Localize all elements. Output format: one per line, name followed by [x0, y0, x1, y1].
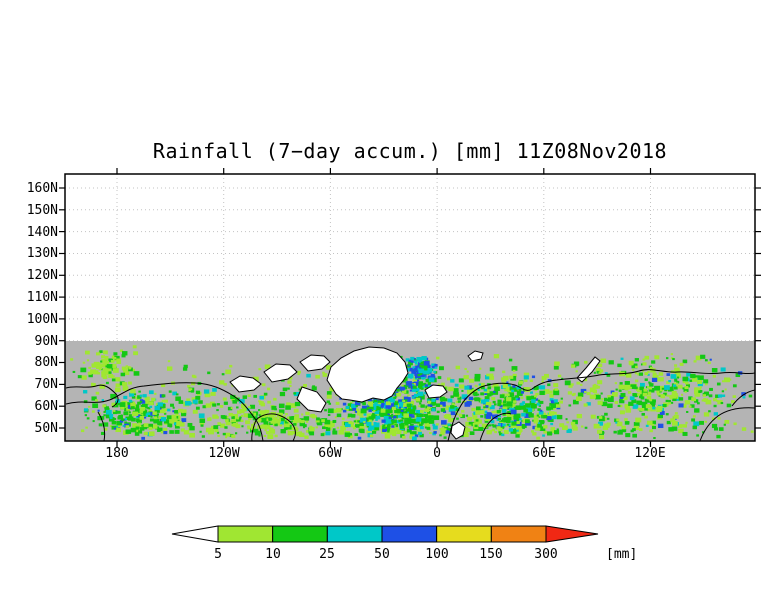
x-tick-label: 180	[105, 446, 128, 461]
coastline-svalbard	[467, 350, 484, 362]
y-tick-label: 50N	[35, 421, 58, 436]
colorbar-label: 100	[425, 547, 448, 562]
y-axis-labels: 160N 150N 140N 130N 120N 110N 100N 90N 8…	[27, 181, 58, 436]
coastline-okhotsk	[699, 389, 755, 441]
y-tick-label: 100N	[27, 312, 58, 327]
y-tick-label: 130N	[27, 246, 58, 261]
coastline-greenland	[326, 346, 409, 403]
y-tick-label: 160N	[27, 181, 58, 196]
colorbar-label: 10	[265, 547, 281, 562]
colorbar-segments	[217, 525, 547, 543]
colorbar-units-label: [mm]	[606, 547, 637, 562]
y-tick-label: 140N	[27, 225, 58, 240]
plot-border	[64, 173, 756, 442]
colorbar-above-max-arrow	[545, 525, 599, 543]
colorbar: 5 10 25 50 100 150 300 [mm]	[171, 525, 637, 562]
coastline-iceland	[424, 384, 448, 399]
x-axis-labels: 180 120W 60W 0 60E 120E	[105, 446, 665, 461]
x-tick-label: 60W	[318, 446, 342, 461]
plot-title: Rainfall (7−day accum.) [mm] 11Z08Nov201…	[153, 139, 667, 163]
coastline-eurasia	[447, 369, 755, 441]
coastline-baffin-island	[296, 386, 327, 413]
y-tick-label: 60N	[35, 399, 58, 414]
colorbar-label: 50	[374, 547, 390, 562]
x-tick-label: 120W	[208, 446, 239, 461]
axis-ticks	[59, 168, 761, 447]
coastline-baltic	[479, 412, 512, 441]
y-tick-label: 110N	[27, 290, 58, 305]
colorbar-units: [mm]	[606, 547, 637, 562]
coastline-kamchatka	[97, 411, 106, 441]
y-tick-label: 150N	[27, 203, 58, 218]
coastline-uk	[450, 421, 466, 440]
colorbar-label: 150	[479, 547, 502, 562]
x-tick-label: 0	[433, 446, 441, 461]
colorbar-label: 300	[534, 547, 557, 562]
y-tick-label: 90N	[35, 334, 58, 349]
colorbar-label: 25	[319, 547, 335, 562]
coastline-novaya-zemlya	[576, 356, 601, 383]
x-tick-label: 120E	[634, 446, 665, 461]
colorbar-label: 5	[214, 547, 222, 562]
y-tick-label: 70N	[35, 377, 58, 392]
coastline-hudson-bay	[251, 413, 296, 441]
coastlines	[65, 346, 755, 441]
coastline-canadian-arctic-island	[263, 363, 298, 383]
y-tick-label: 120N	[27, 268, 58, 283]
colorbar-labels: 5 10 25 50 100 150 300	[214, 547, 558, 562]
x-tick-label: 60E	[532, 446, 555, 461]
coastline-ellesmere-island	[299, 354, 331, 372]
y-tick-label: 80N	[35, 355, 58, 370]
coastline-victoria-island	[229, 375, 262, 393]
coastline-chukotka	[65, 384, 119, 408]
map-plot: 160N 150N 140N 130N 120N 110N 100N 90N 8…	[27, 168, 761, 461]
